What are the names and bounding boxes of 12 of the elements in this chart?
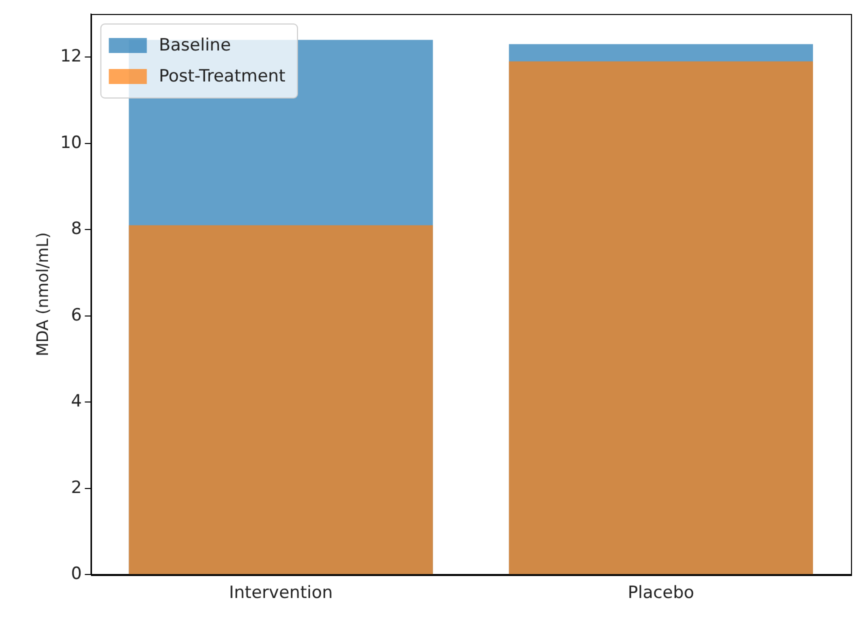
y-tick-label: 12 <box>60 46 82 67</box>
x-tick-label: Placebo <box>628 583 694 604</box>
y-axis-title: MDA (nmol/mL) <box>32 232 52 356</box>
y-tick-label: 2 <box>71 478 82 498</box>
legend-label: Post-Treatment <box>158 66 286 86</box>
y-tick-label: 0 <box>71 564 82 584</box>
y-tick-label: 4 <box>71 392 82 412</box>
y-tick-label: 6 <box>71 305 82 326</box>
y-tick-label: 8 <box>71 219 82 240</box>
y-tick-label: 10 <box>60 132 82 153</box>
x-tick-label: Intervention <box>228 583 333 604</box>
legend-label: Baseline <box>158 35 231 56</box>
